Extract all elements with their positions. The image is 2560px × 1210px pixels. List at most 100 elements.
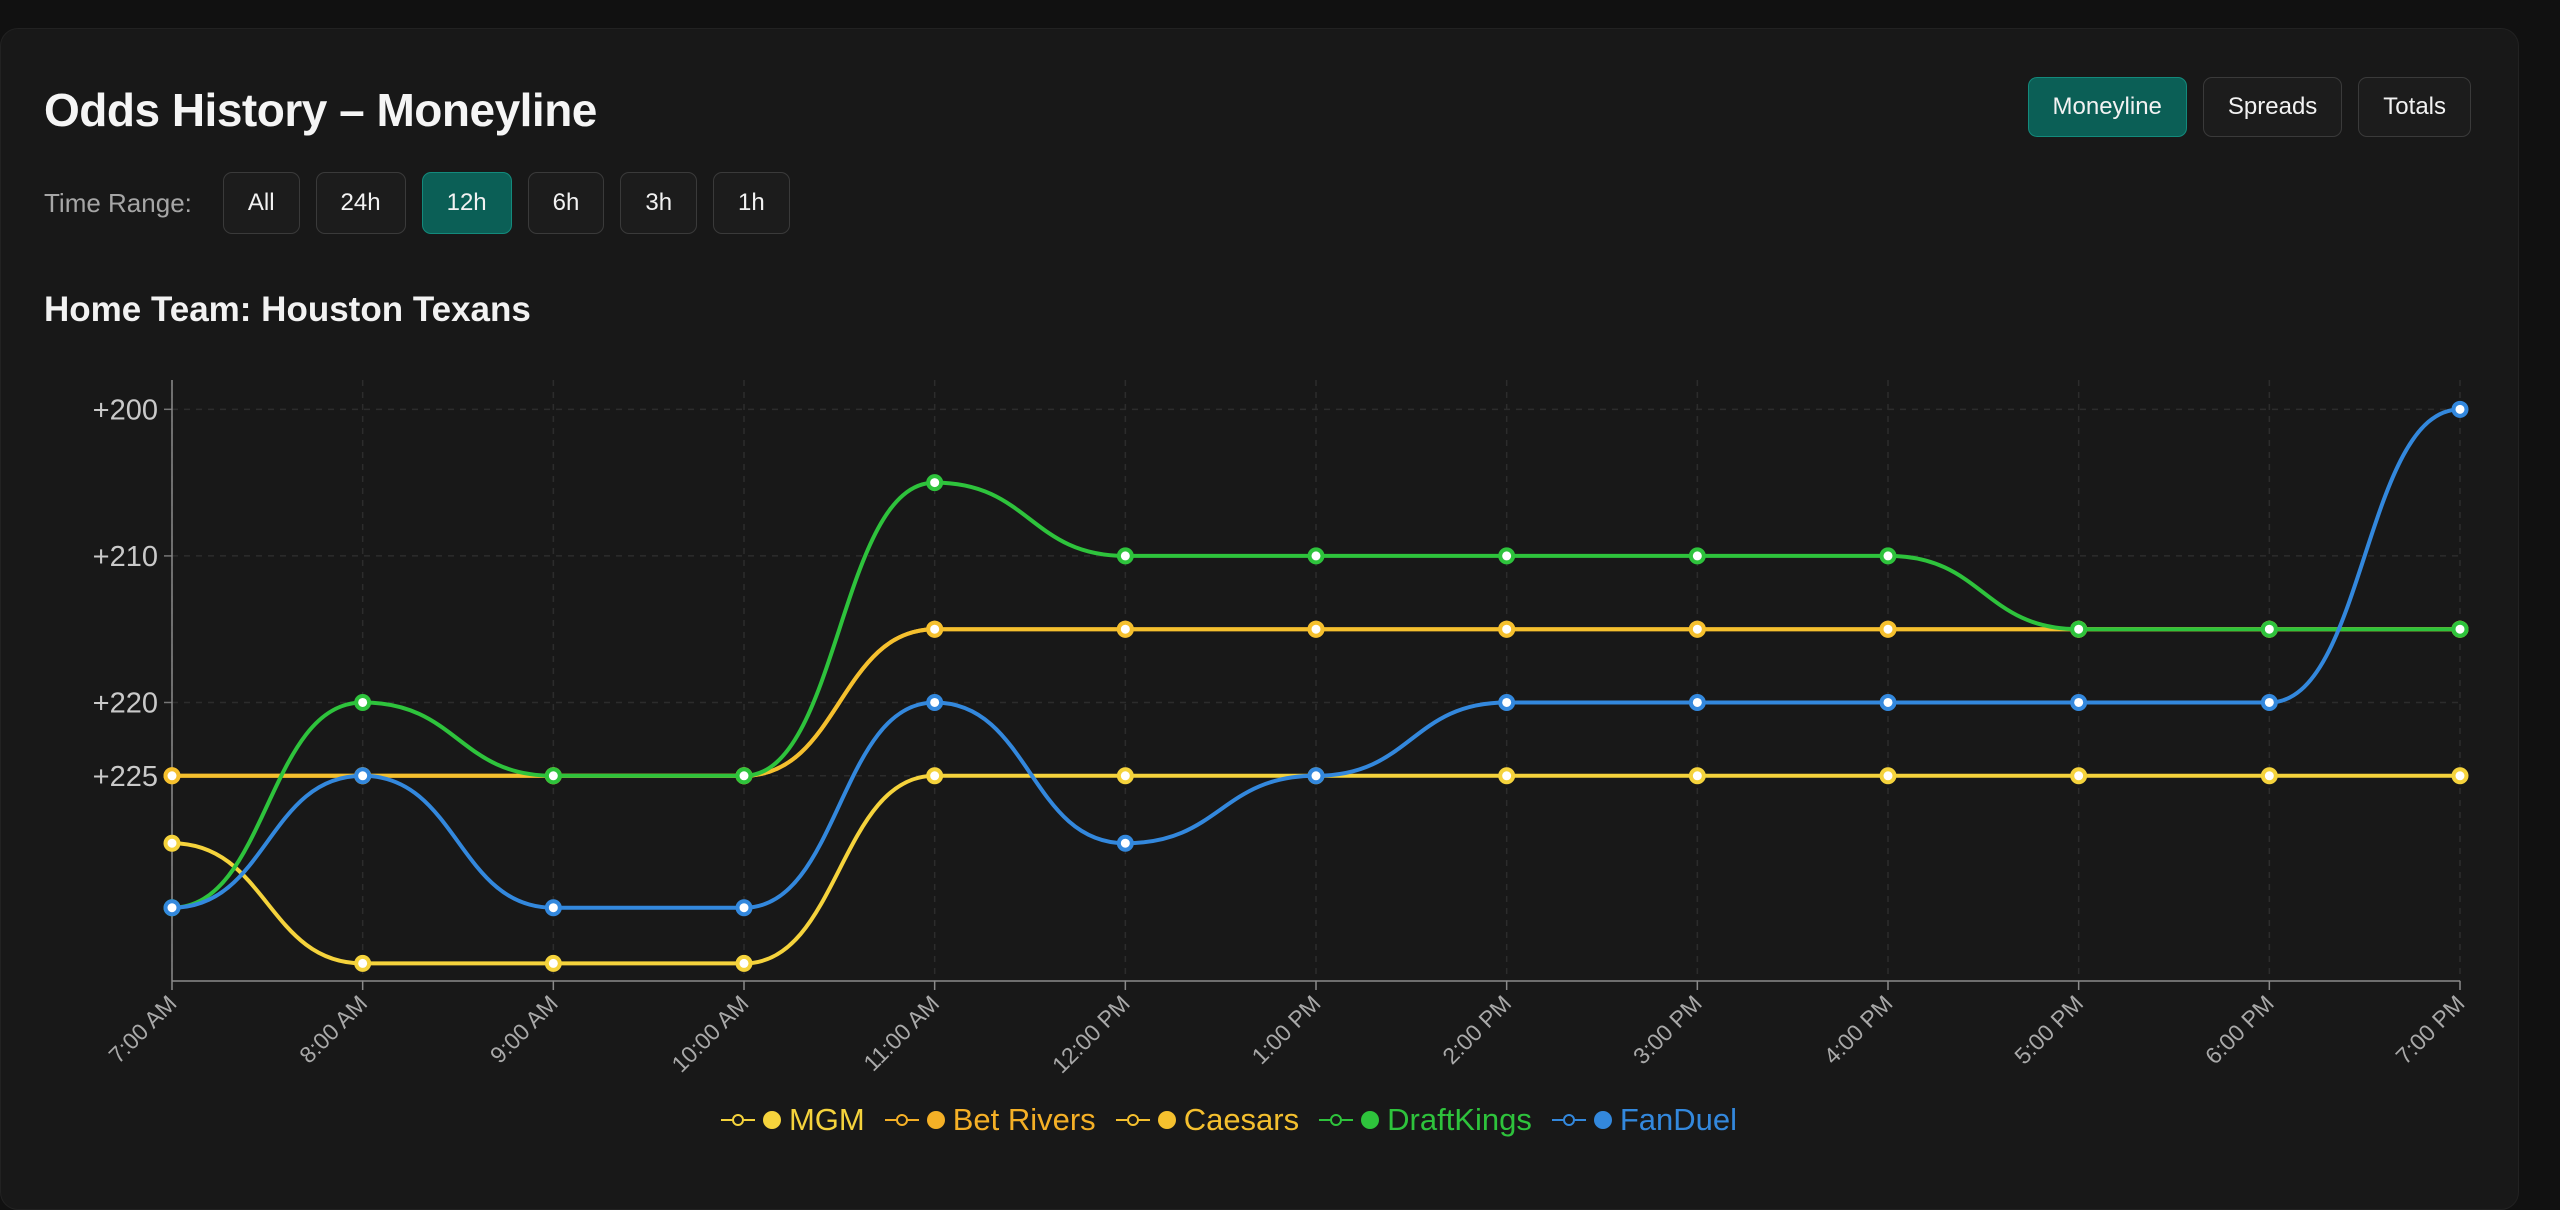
data-point-mgm [1879,767,1897,785]
range-12h-button[interactable]: 12h [421,172,512,234]
legend-item-fanduel[interactable]: FanDuel [1551,1102,1738,1138]
data-point-caesars [1116,620,1134,638]
x-tick-label: 7:00 AM [103,990,181,1068]
data-point-caesars [1879,620,1897,638]
series-line-draftkings [171,480,2460,910]
x-tick-label: 2:00 PM [1437,990,1516,1069]
data-point-draftkings [1498,547,1516,565]
tab-moneyline[interactable]: Moneyline [2027,77,2187,137]
data-point-mgm [354,954,372,972]
page-title: Odds History – Moneyline [44,84,597,136]
data-point-mgm [926,767,944,785]
range-3h-button[interactable]: 3h [620,172,698,234]
data-point-fanduel [2260,693,2278,711]
data-point-draftkings [1879,547,1897,565]
data-point-draftkings [2260,620,2278,638]
legend-label: MGM [788,1102,865,1137]
range-6h-button[interactable]: 6h [527,172,605,234]
data-point-mgm [2070,767,2088,785]
data-point-fanduel [926,693,944,711]
data-point-mgm [1498,767,1516,785]
x-tick-label: 3:00 PM [1628,990,1707,1069]
legend-dot-marker [762,1111,781,1129]
data-point-fanduel [1688,693,1706,711]
data-point-fanduel [1879,693,1897,711]
x-tick-label: 6:00 PM [2200,990,2279,1069]
legend-line-marker [1115,1112,1150,1128]
legend-dot-marker [1593,1111,1612,1129]
home-team-heading: Home Team: Houston Texans [44,290,531,329]
data-point-mgm [544,954,562,972]
data-point-fanduel [2451,400,2469,418]
range-24h-button[interactable]: 24h [315,172,406,234]
data-point-draftkings [2451,620,2469,638]
chart-legend: MGM Bet Rivers Caesars DraftKings FanDuel [0,1102,2458,1138]
data-point-fanduel [544,899,562,917]
legend-dot-marker [926,1111,945,1129]
legend-item-bet-rivers[interactable]: Bet Rivers [884,1102,1096,1138]
data-point-caesars [1498,620,1516,638]
legend-line-marker [1551,1112,1586,1128]
x-tick-label: 7:00 PM [2391,990,2470,1069]
odds-line-chart: +200 +210 +220 +225 7:00 AM 8:00 AM 9:00 AM 10:… [93,380,2470,1078]
legend-line-marker [1319,1112,1354,1128]
x-tick-label: 4:00 PM [1819,990,1898,1069]
time-range-buttons: All 24h 12h 6h 3h 1h [222,172,790,234]
legend-label: Caesars [1183,1102,1300,1137]
data-point-caesars [926,620,944,638]
data-point-draftkings [1688,547,1706,565]
data-point-mgm [1116,767,1134,785]
legend-item-caesars[interactable]: Caesars [1115,1102,1300,1138]
data-point-draftkings [354,693,372,711]
y-tick-label: +210 [93,541,158,573]
x-tick-label: 10:00 AM [666,990,753,1077]
y-tick-label: +220 [93,687,158,719]
tab-totals[interactable]: Totals [2358,77,2471,137]
x-tick-label: 12:00 PM [1047,990,1135,1078]
data-point-caesars [1307,620,1325,638]
data-point-mgm [2451,767,2469,785]
legend-dot-marker [1157,1111,1176,1129]
tab-spreads[interactable]: Spreads [2202,77,2343,137]
odds-history-card [0,28,2519,1210]
data-point-draftkings [1307,547,1325,565]
y-tick-label: +225 [93,761,158,793]
data-point-draftkings [735,767,753,785]
x-tick-label: 8:00 AM [294,990,372,1068]
series-line-mgm [171,773,2460,966]
y-tick-label: +200 [93,394,158,426]
range-1h-button[interactable]: 1h [713,172,790,234]
legend-label: FanDuel [1619,1102,1738,1137]
data-point-draftkings [544,767,562,785]
x-tick-label: 5:00 PM [2009,990,2088,1069]
data-point-fanduel [354,767,372,785]
data-point-mgm [1688,767,1706,785]
legend-label: Bet Rivers [952,1102,1096,1137]
data-point-draftkings [1116,547,1134,565]
data-point-draftkings [2070,620,2088,638]
data-point-fanduel [2070,693,2088,711]
data-point-fanduel [735,899,753,917]
range-all-button[interactable]: All [222,172,300,234]
legend-label: DraftKings [1387,1102,1532,1137]
data-point-caesars [163,767,181,785]
x-tick-label: 9:00 AM [485,990,563,1068]
data-point-mgm [735,954,753,972]
legend-dot-marker [1361,1111,1380,1129]
legend-line-marker [884,1112,919,1128]
data-point-mgm [163,834,181,852]
data-point-fanduel [163,899,181,917]
legend-item-draftkings[interactable]: DraftKings [1319,1102,1532,1138]
time-range-label: Time Range: [44,187,192,218]
data-point-fanduel [1307,767,1325,785]
series-line-fanduel [171,407,2461,910]
legend-line-marker [720,1112,755,1128]
market-tabs: Moneyline Spreads Totals [2027,77,2471,137]
data-point-fanduel [1116,834,1134,852]
x-tick-label: 1:00 PM [1247,990,1326,1069]
time-range-row: Time Range: All 24h 12h 6h 3h 1h [44,172,790,234]
data-point-mgm [2260,767,2278,785]
x-tick-label: 11:00 AM [858,990,944,1076]
data-point-draftkings [926,474,944,492]
legend-item-mgm[interactable]: MGM [720,1102,865,1138]
